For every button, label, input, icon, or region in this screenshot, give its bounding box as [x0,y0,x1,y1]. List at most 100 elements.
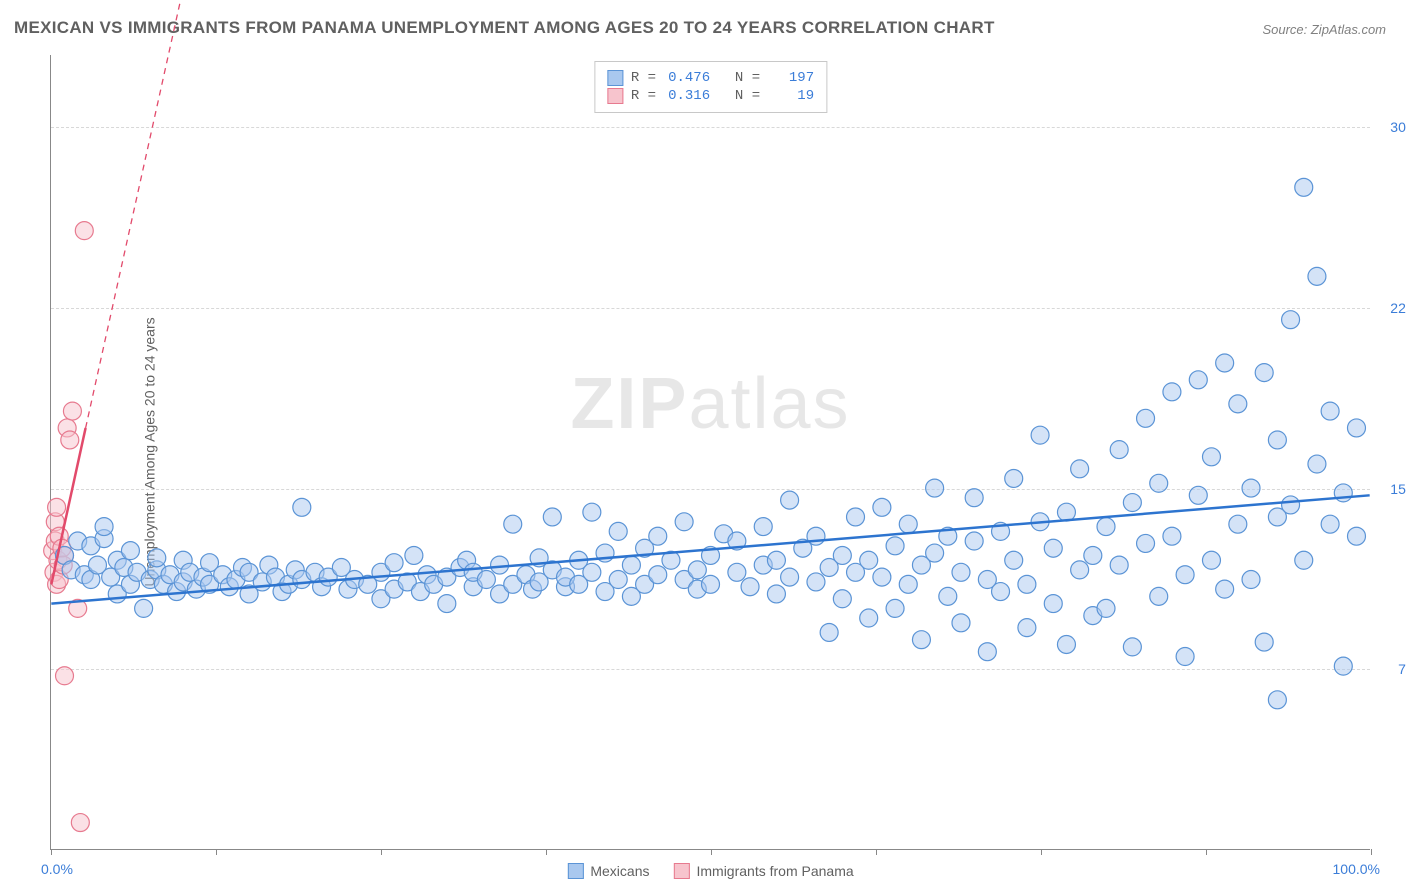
stat-r-panama: 0.316 [664,88,710,104]
data-point [833,546,851,564]
data-point [1189,486,1207,504]
data-point [1176,566,1194,584]
stat-n-panama: 19 [768,88,814,104]
data-point [1202,551,1220,569]
data-point [912,631,930,649]
x-tick [876,849,877,855]
data-point [1097,518,1115,536]
data-point [1282,311,1300,329]
data-point [438,595,456,613]
data-point [609,571,627,589]
x-axis-min-label: 0.0% [41,861,73,877]
chart-title: MEXICAN VS IMMIGRANTS FROM PANAMA UNEMPL… [14,18,995,38]
data-point [1084,546,1102,564]
stat-r-label: R = [631,88,656,104]
data-point [1242,479,1260,497]
data-point [61,431,79,449]
data-point [820,623,838,641]
data-point [1097,599,1115,617]
data-point [477,571,495,589]
data-point [71,814,89,832]
swatch-panama [607,88,623,104]
data-point [1176,648,1194,666]
data-point [926,544,944,562]
data-point [1123,494,1141,512]
data-point [405,546,423,564]
y-tick-label: 15.0% [1375,481,1406,497]
x-tick [546,849,547,855]
chart-area: Unemployment Among Ages 20 to 24 years Z… [50,55,1370,850]
data-point [1321,402,1339,420]
data-point [622,556,640,574]
data-point [649,527,667,545]
data-point [860,609,878,627]
data-point [847,508,865,526]
data-point [609,522,627,540]
data-point [1110,441,1128,459]
stat-r-label: R = [631,70,656,86]
stat-n-label: N = [718,70,760,86]
data-point [899,515,917,533]
stats-row-mexicans: R = 0.476 N = 197 [607,70,814,86]
data-point [148,549,166,567]
data-point [1071,561,1089,579]
data-point [543,508,561,526]
data-point [56,667,74,685]
stat-r-mexicans: 0.476 [664,70,710,86]
data-point [1321,515,1339,533]
y-tick-label: 7.5% [1375,661,1406,677]
stats-legend: R = 0.476 N = 197 R = 0.316 N = 19 [594,61,827,113]
x-tick [1206,849,1207,855]
stat-n-label: N = [718,88,760,104]
data-point [767,585,785,603]
data-point [781,491,799,509]
data-point [1150,474,1168,492]
y-tick-label: 30.0% [1375,119,1406,135]
data-point [63,402,81,420]
data-point [833,590,851,608]
data-point [939,587,957,605]
data-point [688,561,706,579]
data-point [1255,633,1273,651]
x-tick [1371,849,1372,855]
legend-item-panama: Immigrants from Panama [673,863,853,879]
data-point [1005,469,1023,487]
x-tick [1041,849,1042,855]
data-point [1216,354,1234,372]
data-point [649,566,667,584]
data-point [767,551,785,569]
data-point [965,532,983,550]
data-point [675,513,693,531]
data-point [121,542,139,560]
series-legend: Mexicans Immigrants from Panama [567,863,853,879]
data-point [873,498,891,516]
data-point [583,563,601,581]
data-point [860,551,878,569]
x-axis-max-label: 100.0% [1333,861,1380,877]
data-point [754,518,772,536]
x-tick [51,849,52,855]
x-tick [216,849,217,855]
swatch-mexicans [607,70,623,86]
data-point [1005,551,1023,569]
data-point [1347,527,1365,545]
data-point [1268,691,1286,709]
data-point [873,568,891,586]
data-point [899,575,917,593]
data-point [1189,371,1207,389]
data-point [385,554,403,572]
data-point [1137,409,1155,427]
data-point [926,479,944,497]
data-point [1295,178,1313,196]
data-point [1018,575,1036,593]
data-point [1137,534,1155,552]
data-point [1123,638,1141,656]
data-point [1308,267,1326,285]
data-point [1334,657,1352,675]
data-point [1031,426,1049,444]
data-point [293,498,311,516]
data-point [807,573,825,591]
data-point [952,563,970,581]
data-point [1044,539,1062,557]
data-point [728,563,746,581]
